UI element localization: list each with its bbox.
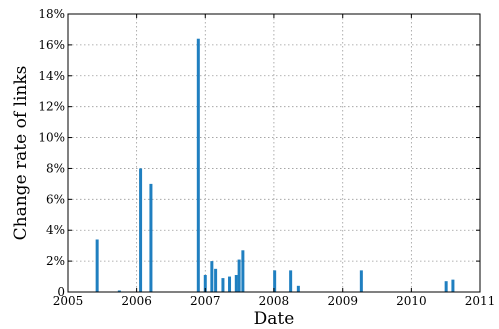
bar [117, 290, 121, 292]
bar [228, 276, 232, 292]
bar-series [95, 38, 455, 292]
x-tick-label: 2009 [327, 294, 358, 308]
bar [210, 261, 214, 292]
bar [359, 270, 363, 292]
bar [203, 275, 207, 292]
x-tick-label: 2011 [465, 294, 496, 308]
x-tick-label: 2007 [190, 294, 221, 308]
y-tick-label: 4% [46, 223, 65, 237]
x-tick-label: 2010 [396, 294, 427, 308]
y-tick-label: 8% [46, 161, 65, 175]
y-tick-label: 2% [46, 254, 65, 268]
grid [68, 14, 480, 292]
y-tick-label: 16% [38, 38, 65, 52]
bar [444, 281, 448, 292]
bar [289, 270, 293, 292]
y-tick-label: 14% [38, 69, 65, 83]
x-tick-label: 2005 [53, 294, 84, 308]
x-tick-label: 2008 [259, 294, 290, 308]
y-tick-label: 18% [38, 7, 65, 21]
ticks [67, 13, 481, 293]
bar [214, 268, 218, 292]
bar [296, 285, 300, 292]
bar [196, 38, 200, 292]
y-axis-title: Change rate of links [11, 66, 31, 241]
bar [149, 183, 153, 292]
y-tick-label: 10% [38, 131, 65, 145]
bar [234, 275, 238, 292]
bar [241, 250, 245, 292]
bar [95, 239, 99, 292]
bar [273, 270, 277, 292]
bar [139, 168, 143, 292]
y-tick-label: 6% [46, 192, 65, 206]
y-tick-label: 0 [57, 285, 65, 299]
x-axis-title: Date [254, 309, 295, 329]
tick-labels: 2005 2006 2007 2008 2009 2010 2011 0 2% 4% 6% 8% 10%… [38, 7, 495, 308]
bar [451, 279, 455, 292]
bar [237, 259, 241, 292]
y-tick-label: 12% [38, 100, 65, 114]
bar [221, 278, 225, 292]
x-tick-label: 2006 [121, 294, 152, 308]
